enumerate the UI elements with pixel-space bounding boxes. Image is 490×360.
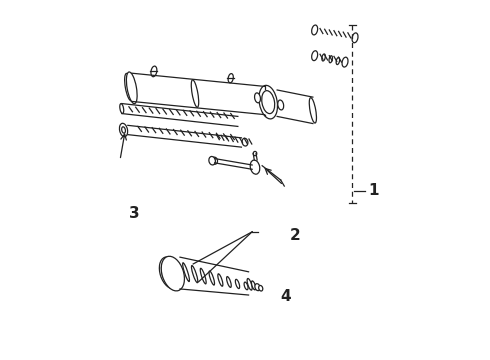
Ellipse shape [312, 51, 318, 60]
Ellipse shape [161, 260, 178, 286]
Ellipse shape [255, 93, 261, 103]
Ellipse shape [200, 268, 206, 284]
Ellipse shape [329, 56, 333, 63]
Text: 4: 4 [281, 289, 292, 303]
Text: 1: 1 [368, 183, 379, 198]
Ellipse shape [120, 104, 123, 113]
Ellipse shape [124, 73, 133, 101]
Ellipse shape [242, 138, 248, 146]
Ellipse shape [312, 25, 318, 35]
Ellipse shape [209, 157, 216, 165]
Ellipse shape [226, 276, 231, 287]
Ellipse shape [218, 274, 223, 286]
Ellipse shape [235, 279, 240, 289]
Ellipse shape [161, 256, 184, 291]
Ellipse shape [120, 123, 127, 137]
Ellipse shape [352, 33, 358, 43]
Ellipse shape [183, 263, 190, 282]
Ellipse shape [342, 57, 348, 67]
Ellipse shape [259, 85, 277, 119]
Ellipse shape [322, 54, 325, 61]
Ellipse shape [209, 271, 215, 285]
Ellipse shape [159, 257, 181, 289]
Ellipse shape [262, 91, 275, 114]
Ellipse shape [255, 284, 260, 291]
Ellipse shape [192, 266, 198, 283]
Ellipse shape [259, 285, 263, 291]
Ellipse shape [228, 73, 233, 83]
Ellipse shape [212, 157, 218, 164]
Ellipse shape [278, 100, 284, 110]
Text: 3: 3 [129, 206, 140, 221]
Ellipse shape [309, 98, 317, 123]
Ellipse shape [247, 279, 252, 290]
Ellipse shape [250, 160, 260, 174]
Ellipse shape [191, 80, 199, 107]
Ellipse shape [126, 72, 137, 104]
Ellipse shape [251, 281, 256, 290]
Ellipse shape [253, 152, 257, 156]
Ellipse shape [151, 66, 157, 77]
Ellipse shape [122, 127, 125, 133]
Ellipse shape [244, 282, 248, 290]
Ellipse shape [336, 58, 340, 64]
Text: 2: 2 [290, 228, 300, 243]
